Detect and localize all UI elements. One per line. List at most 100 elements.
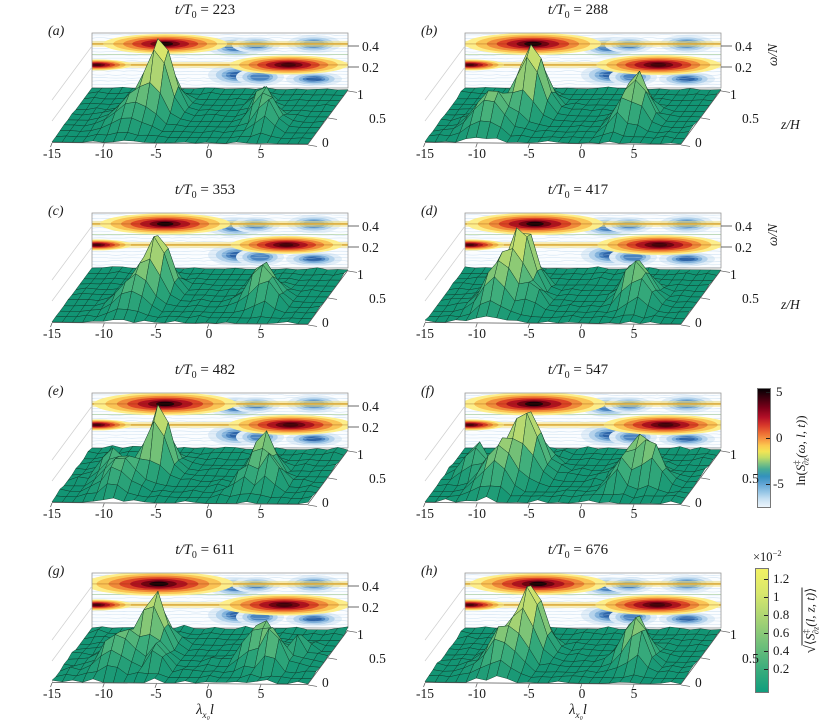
times-ten: ×10 [753,550,773,565]
panel-title: t/T0 = 611 [90,542,320,561]
title-subscript: 0 [564,370,570,381]
x-tick-label: -5 [150,146,162,161]
depth-tick-label: 0 [322,135,329,150]
title-value: = 417 [569,182,609,198]
x-axis-lambda: λ [196,702,203,718]
axes [423,629,731,689]
title-variable: t/T [174,362,192,378]
x-tick-label: 5 [630,146,638,161]
x-tick-label: 0 [205,326,213,341]
3d-surface-contour-plot [423,212,732,329]
omega-tick-label: 0.2 [362,600,379,615]
colorbar-tick [764,651,768,652]
depth-tick-label: 0.5 [742,471,759,486]
colorbar-surface-amplitude-label: √⟨S‡∂z(l, z, t)⟩ [802,533,820,709]
x-tick-label: 5 [630,686,638,701]
x-tick-label: 5 [257,506,265,521]
contour-wall [465,33,721,88]
panel-letter: (e) [48,384,64,399]
3d-surface-contour-plot [50,32,359,149]
panel-title: t/T0 = 288 [463,2,693,21]
panel-letter: (c) [48,204,64,219]
x-axis-lambda: λ [569,702,576,718]
panel-letter: (h) [421,564,438,579]
colorbar-tick [764,669,768,670]
surface-contour-panel-e: t/T0 = 482 (e) -15 -10 -5 0 5 1 0.5 0 0.… [0,360,430,540]
colorbar-wall-spectrum [757,388,771,508]
colorbar-tick [764,615,768,616]
x-axis-subscript: x₀ [202,710,210,721]
x-tick-label: -10 [468,686,486,701]
depth-tick-label: 1 [730,87,737,102]
3d-surface-contour-plot [50,572,359,689]
panel-letter: (d) [421,204,438,219]
surface-mesh [51,234,349,325]
depth-tick-label: 0 [695,315,702,330]
depth-tick-label: 1 [730,627,737,642]
omega-tick-label: 0.4 [362,39,379,54]
panel-letter: (f) [421,384,435,399]
panel-title: t/T0 = 353 [90,182,320,201]
depth-tick-label: 0.5 [369,111,386,126]
depth-tick-label: 0 [322,495,329,510]
colorbar-tick [766,438,770,439]
colorbar-multiplier: ×10−2 [753,548,813,565]
3d-surface-contour-plot [50,392,359,509]
title-subscript: 0 [564,550,570,561]
omega-tick-label: 0.2 [735,60,752,75]
depth-tick-label: 0 [695,675,702,690]
depth-tick-label: 1 [357,87,364,102]
x-tick-label: -5 [150,506,162,521]
axes [50,585,359,689]
depth-tick-label: 0 [322,315,329,330]
title-value: = 547 [569,362,609,378]
surface-mesh [424,411,722,505]
x-tick-label: -15 [416,326,434,341]
x-axis-label: λx₀l [158,702,252,721]
colorbar-tick-label: -5 [773,476,784,491]
x-tick-label: -10 [468,506,486,521]
omega-tick-label: 0.2 [735,240,752,255]
colorbar-tick [766,392,770,393]
x-tick-label: -10 [95,326,113,341]
x-tick-label: 0 [578,146,586,161]
colorbar-tick-label: 0.4 [773,643,790,658]
x-tick-label: -5 [523,506,535,521]
depth-axis-label: z/H [781,297,800,312]
x-tick-label: -15 [43,326,61,341]
x-tick-label: 0 [578,506,586,521]
x-tick-label: -15 [416,146,434,161]
axes [50,45,359,149]
x-tick-label: -10 [95,146,113,161]
colorbar-tick [764,579,768,580]
contour-wall [92,33,348,88]
colorbar-tick-label: 1 [773,589,780,604]
axes [423,45,732,149]
title-subscript: 0 [191,550,197,561]
x-axis-subscript: x₀ [575,710,583,721]
depth-tick-label: 0.5 [369,471,386,486]
panel-letter: (g) [48,564,65,579]
depth-tick-label: 0 [322,675,329,690]
x-tick-label: -15 [43,146,61,161]
omega-axis-label: ω/N [765,223,780,247]
surface-mesh [424,585,722,685]
title-subscript: 0 [191,370,197,381]
surface-contour-panel-f: t/T0 = 547 (f) -15 -10 -5 0 5 1 0.5 0 [373,360,803,540]
x-tick-label: 5 [257,686,265,701]
omega-tick-label: 0.4 [362,219,379,234]
depth-tick-label: 0.5 [369,291,386,306]
x-axis-l: l [582,702,587,718]
contour-wall [465,573,721,628]
title-subscript: 0 [564,190,570,201]
title-variable: t/T [547,362,565,378]
axes [50,405,359,509]
colorbar-tick-label: 1.2 [773,571,790,586]
colorbar-surface-amplitude [755,568,769,693]
panel-letter: (b) [421,24,438,39]
depth-tick-label: 1 [730,267,737,282]
title-variable: t/T [174,182,192,198]
angle-bracket: ⟨ [802,640,818,646]
x-tick-label: -5 [150,686,162,701]
depth-tick-label: 1 [357,627,364,642]
